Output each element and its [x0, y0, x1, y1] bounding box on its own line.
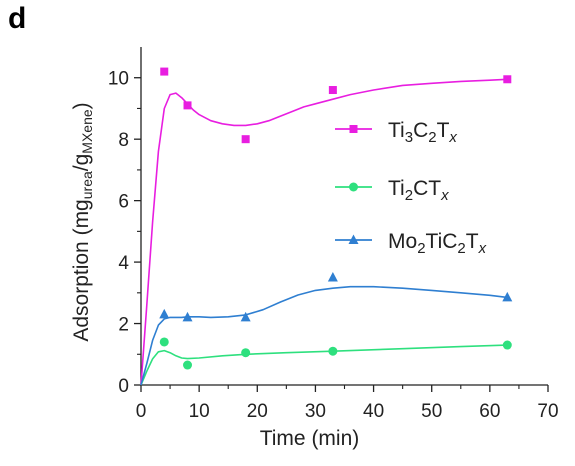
legend-marker-2 — [349, 182, 358, 192]
y-tick-label: 10 — [108, 69, 129, 90]
data-point-2 — [502, 340, 512, 350]
x-tick-label: 30 — [305, 401, 326, 422]
series-line-1 — [140, 78, 508, 386]
x-tick-label: 60 — [479, 401, 500, 422]
x-axis-title: Time (min) — [260, 427, 360, 450]
x-tick-label: 20 — [247, 401, 268, 422]
data-point-2 — [183, 360, 193, 370]
y-tick-label: 6 — [118, 192, 129, 213]
panel-label: d — [8, 2, 27, 35]
data-point-1 — [328, 86, 337, 95]
data-point-3 — [502, 291, 513, 302]
data-point-1 — [160, 67, 169, 76]
x-tick-label: 10 — [189, 401, 210, 422]
y-tick-label: 0 — [118, 376, 129, 397]
data-point-2 — [328, 346, 338, 356]
y-tick-label: 4 — [118, 253, 129, 274]
data-point-2 — [241, 348, 251, 358]
legend-label-2: Ti2CTx — [388, 177, 449, 204]
data-point-3 — [327, 271, 338, 282]
x-tick-label: 50 — [421, 401, 442, 422]
y-tick-label: 8 — [118, 130, 129, 151]
x-tick-label: 70 — [537, 401, 558, 422]
data-point-3 — [240, 311, 251, 322]
legend-marker-1 — [349, 125, 358, 133]
data-point-3 — [159, 308, 170, 319]
legend-label-3: Mo2TiC2Tx — [388, 230, 487, 257]
y-axis-title: Adsorption (mgurea/gMXene) — [70, 102, 95, 341]
y-tick-label: 2 — [118, 315, 129, 336]
legend-label-1: Ti3C2Tx — [388, 119, 457, 146]
data-point-2 — [159, 337, 169, 347]
x-tick-label: 40 — [363, 401, 384, 422]
data-point-1 — [503, 75, 512, 84]
legend-marker-3 — [348, 234, 359, 244]
series-line-3 — [140, 285, 508, 386]
series-line-2 — [140, 344, 508, 386]
data-point-3 — [182, 311, 193, 322]
data-point-1 — [241, 135, 250, 144]
x-tick-label: 0 — [136, 401, 147, 422]
data-point-1 — [183, 101, 192, 110]
